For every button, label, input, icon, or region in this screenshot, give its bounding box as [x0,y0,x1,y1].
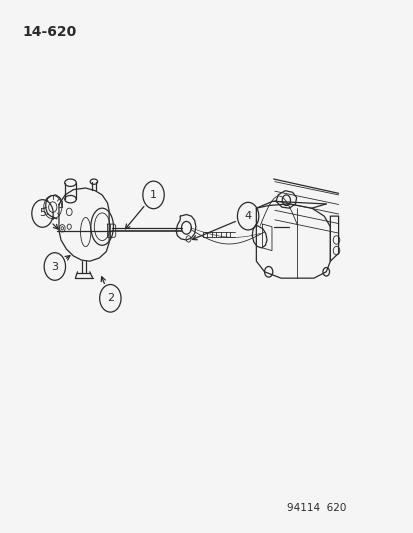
Text: 4: 4 [244,211,251,221]
Text: 94114  620: 94114 620 [287,504,346,513]
Text: 3: 3 [51,262,58,271]
Text: 14-620: 14-620 [22,25,76,39]
Text: 2: 2 [107,293,114,303]
Text: 1: 1 [150,190,157,200]
Text: 5: 5 [39,208,46,219]
